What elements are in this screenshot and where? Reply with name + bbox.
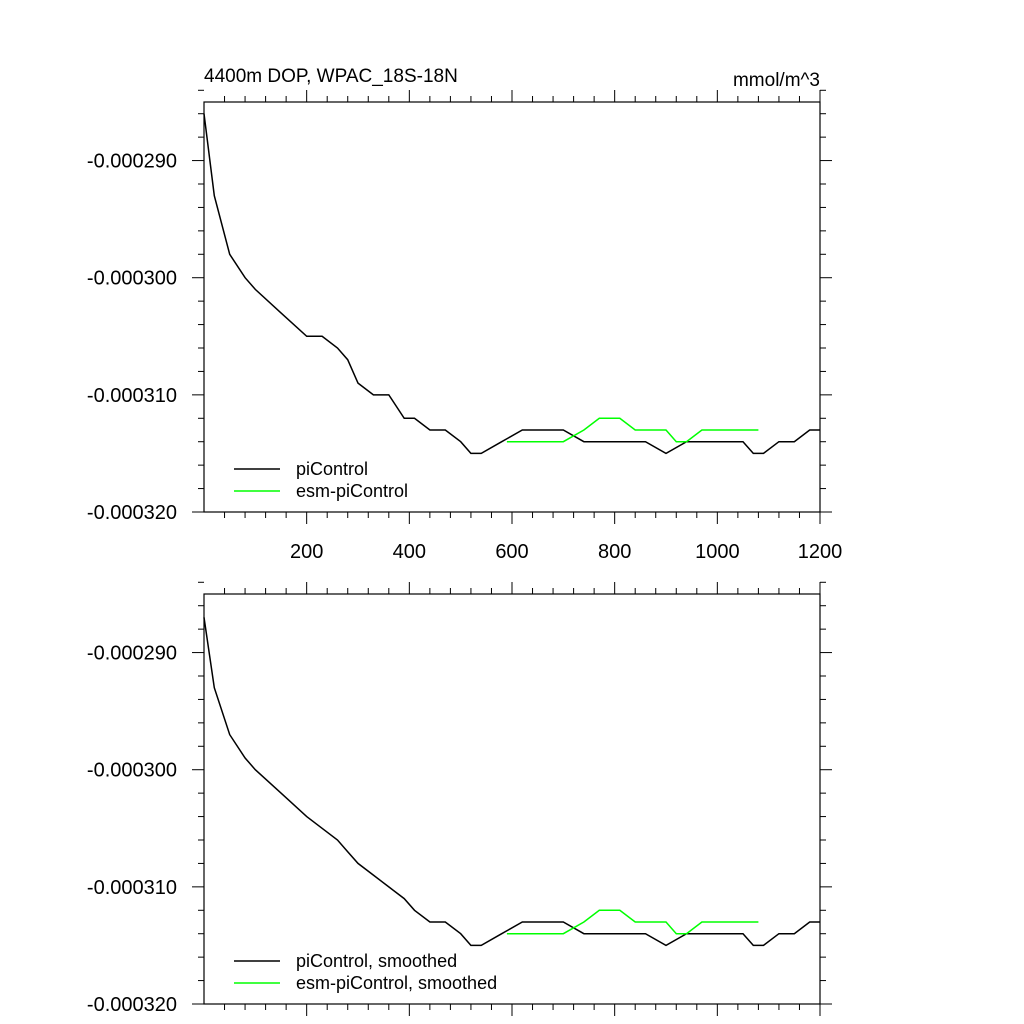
top-panel-ticks [192, 89, 832, 524]
chart-title: 4400m DOP, WPAC_18S-18N [204, 66, 458, 87]
x-tick-label: 600 [495, 541, 528, 563]
legend-label-picontrol-smoothed: piControl, smoothed [296, 951, 457, 971]
series-line-esm-picontrol [506, 417, 759, 443]
y-tick-label: -0.000300 [87, 760, 177, 782]
y-tick-label: -0.000290 [87, 643, 177, 665]
x-tick-label: 1000 [695, 541, 740, 563]
bottom-panel-ticks [192, 581, 832, 1016]
bottom-panel: -0.000290 -0.000300 -0.000310 -0.000320 … [87, 581, 832, 1016]
legend: piControl esm-piControl [234, 459, 408, 501]
legend: piControl, smoothed esm-piControl, smoot… [234, 951, 497, 993]
top-panel-y-tick-labels: -0.000290 -0.000300 -0.000310 -0.000320 [87, 151, 177, 524]
bottom-panel-y-tick-labels: -0.000290 -0.000300 -0.000310 -0.000320 [87, 643, 177, 1016]
y-tick-label: -0.000300 [87, 268, 177, 290]
x-tick-label: 200 [290, 541, 323, 563]
y-tick-label: -0.000310 [87, 877, 177, 899]
legend-label-esm-picontrol: esm-piControl [296, 481, 408, 501]
legend-label-picontrol: piControl [296, 459, 368, 479]
units-label: mmol/m^3 [733, 70, 820, 91]
x-tick-label: 400 [393, 541, 426, 563]
series-line-picontrol-smoothed [203, 617, 820, 947]
top-panel-plot-frame [203, 101, 821, 513]
bottom-panel-plot-frame [203, 593, 821, 1005]
legend-label-esm-picontrol-smoothed: esm-piControl, smoothed [296, 973, 497, 993]
x-tick-label: 800 [598, 541, 631, 563]
series-line-picontrol [203, 113, 820, 455]
y-tick-label: -0.000320 [87, 502, 177, 524]
top-panel: 4400m DOP, WPAC_18S-18N mmol/m^3 -0.0002… [87, 66, 842, 563]
top-panel-x-tick-labels: 200 400 600 800 1000 1200 [290, 541, 842, 563]
y-tick-label: -0.000310 [87, 385, 177, 407]
series-line-esm-picontrol-smoothed [506, 909, 759, 935]
x-tick-label: 1200 [798, 541, 843, 563]
y-tick-label: -0.000320 [87, 994, 177, 1016]
y-tick-label: -0.000290 [87, 151, 177, 173]
